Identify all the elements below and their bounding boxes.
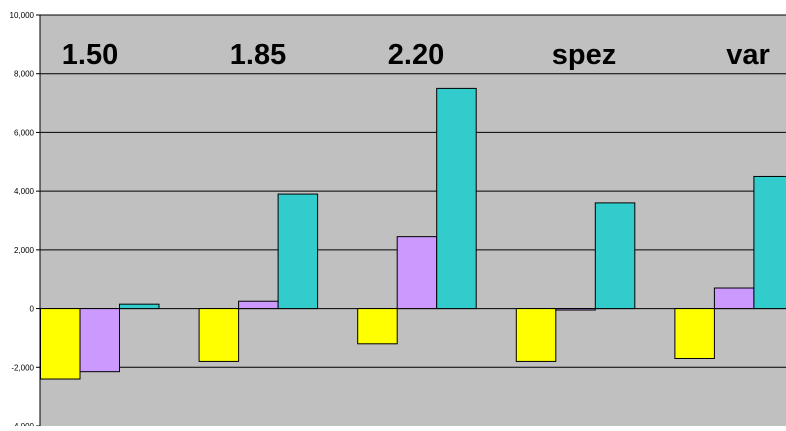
y-tick-label: 6,000	[14, 128, 35, 137]
y-tick-label: -4,000	[11, 422, 34, 426]
bar	[516, 309, 556, 362]
bar	[41, 309, 81, 379]
bar	[397, 237, 437, 309]
bar	[437, 88, 477, 308]
bar	[714, 288, 754, 309]
bar	[595, 203, 635, 309]
y-tick-label: 2,000	[14, 246, 35, 255]
y-tick-label: 10,000	[10, 11, 35, 20]
y-axis-ticks: -4,000 -2,000 0 2,000 4,000 6,000 8,000 10,000	[10, 11, 40, 426]
y-tick-label: -2,000	[11, 363, 34, 372]
category-label: var	[726, 39, 770, 71]
category-label: 1.85	[230, 39, 286, 71]
y-tick-label: 8,000	[14, 70, 35, 79]
bar	[80, 309, 120, 372]
category-label: 2.20	[388, 39, 444, 71]
y-tick-label: 4,000	[14, 187, 35, 196]
plot-area	[40, 15, 786, 426]
bar	[675, 309, 715, 359]
bar	[754, 176, 786, 308]
category-label: 1.50	[62, 39, 118, 71]
bar	[239, 301, 279, 308]
bar	[278, 194, 318, 308]
bar	[120, 304, 160, 308]
category-label: spez	[552, 39, 616, 71]
bar	[556, 309, 596, 310]
y-tick-label: 0	[30, 305, 35, 314]
bar	[358, 309, 398, 344]
bar	[199, 309, 239, 362]
